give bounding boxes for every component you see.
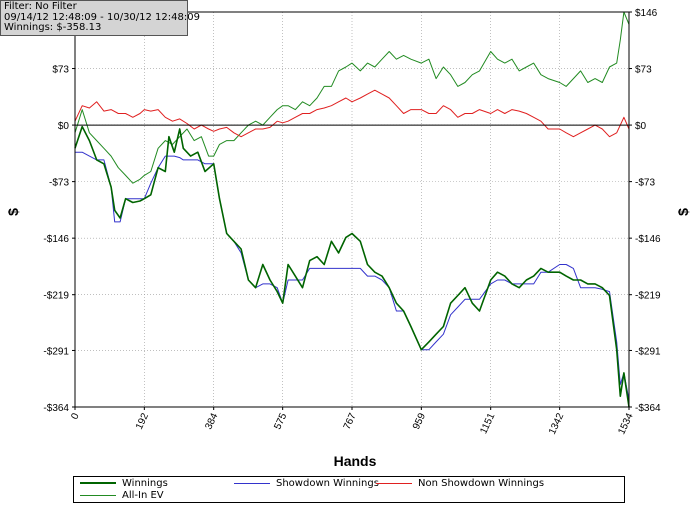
y-tick-label-right: -$219 <box>635 291 661 302</box>
filter-text: Filter: No Filter <box>4 1 77 12</box>
plot-frame <box>74 11 630 408</box>
legend-item-non-showdown: Non Showdown Winnings <box>376 478 544 490</box>
x-tick-label: 767 <box>342 411 359 431</box>
winnings-line <box>74 125 630 408</box>
x-axis-label: Hands <box>334 453 377 469</box>
y-tick-label-right: $0 <box>635 121 647 132</box>
legend-item-allin-ev: All-In EV <box>80 490 164 502</box>
y-tick-label-left: -$364 <box>43 403 69 414</box>
legend-item-showdown: Showdown Winnings <box>234 478 379 490</box>
x-tick-label: 1151 <box>478 411 497 436</box>
legend-swatch-allin-ev <box>80 494 116 496</box>
date-range-text: 09/14/12 12:48:09 - 10/30/12 12:48:09 <box>4 11 200 23</box>
x-tick-label: 1342 <box>547 411 567 436</box>
legend-item-winnings: Winnings <box>80 478 168 490</box>
series-layer <box>74 11 630 408</box>
legend-label-non-showdown: Non Showdown Winnings <box>418 478 545 489</box>
showdown-winnings-line <box>75 151 630 401</box>
x-tick-label: 192 <box>134 411 151 431</box>
filter-info-box: Filter: No Filter 09/14/12 12:48:09 - 10… <box>0 0 200 36</box>
y-tick-label-left: $0 <box>58 121 70 132</box>
legend-label-winnings: Winnings <box>122 478 168 489</box>
y-tick-label-right: -$73 <box>635 178 655 189</box>
legend-swatch-non-showdown <box>376 482 412 484</box>
y-tick-label-right: -$364 <box>635 403 661 414</box>
y-tick-label-left: -$73 <box>49 178 69 189</box>
y-tick-label-left: -$219 <box>43 291 69 302</box>
legend-label-allin-ev: All-In EV <box>122 490 164 501</box>
legend-swatch-showdown <box>234 482 270 484</box>
y-tick-label-left: $73 <box>52 65 69 76</box>
axes <box>72 11 632 410</box>
legend-label-showdown: Showdown Winnings <box>276 478 379 489</box>
x-tick-label: 0 <box>69 411 82 421</box>
x-tick-label: 384 <box>203 411 220 431</box>
legend-swatch-winnings <box>80 482 116 484</box>
y-tick-label-right: $73 <box>635 65 652 76</box>
y-tick-label-left: -$146 <box>43 234 69 245</box>
y-tick-label-right: -$146 <box>635 234 661 245</box>
y-tick-label-right: $146 <box>635 8 658 19</box>
y-axis-label-left: $ <box>5 208 21 216</box>
y-tick-label-left: -$291 <box>43 346 69 357</box>
chart-legend: Winnings Showdown Winnings Non Showdown … <box>73 476 625 503</box>
x-tick-label: 575 <box>272 411 289 431</box>
non-showdown-winnings-line <box>74 89 630 138</box>
allin-ev-line <box>74 11 630 184</box>
grid-lines <box>74 11 630 408</box>
x-tick-label: 1534 <box>616 411 636 436</box>
y-tick-label-right: -$291 <box>635 346 661 357</box>
winnings-total-text: Winnings: $-358.13 <box>4 22 102 33</box>
x-tick-label: 959 <box>411 411 428 431</box>
y-axis-label-right: $ <box>675 208 691 216</box>
